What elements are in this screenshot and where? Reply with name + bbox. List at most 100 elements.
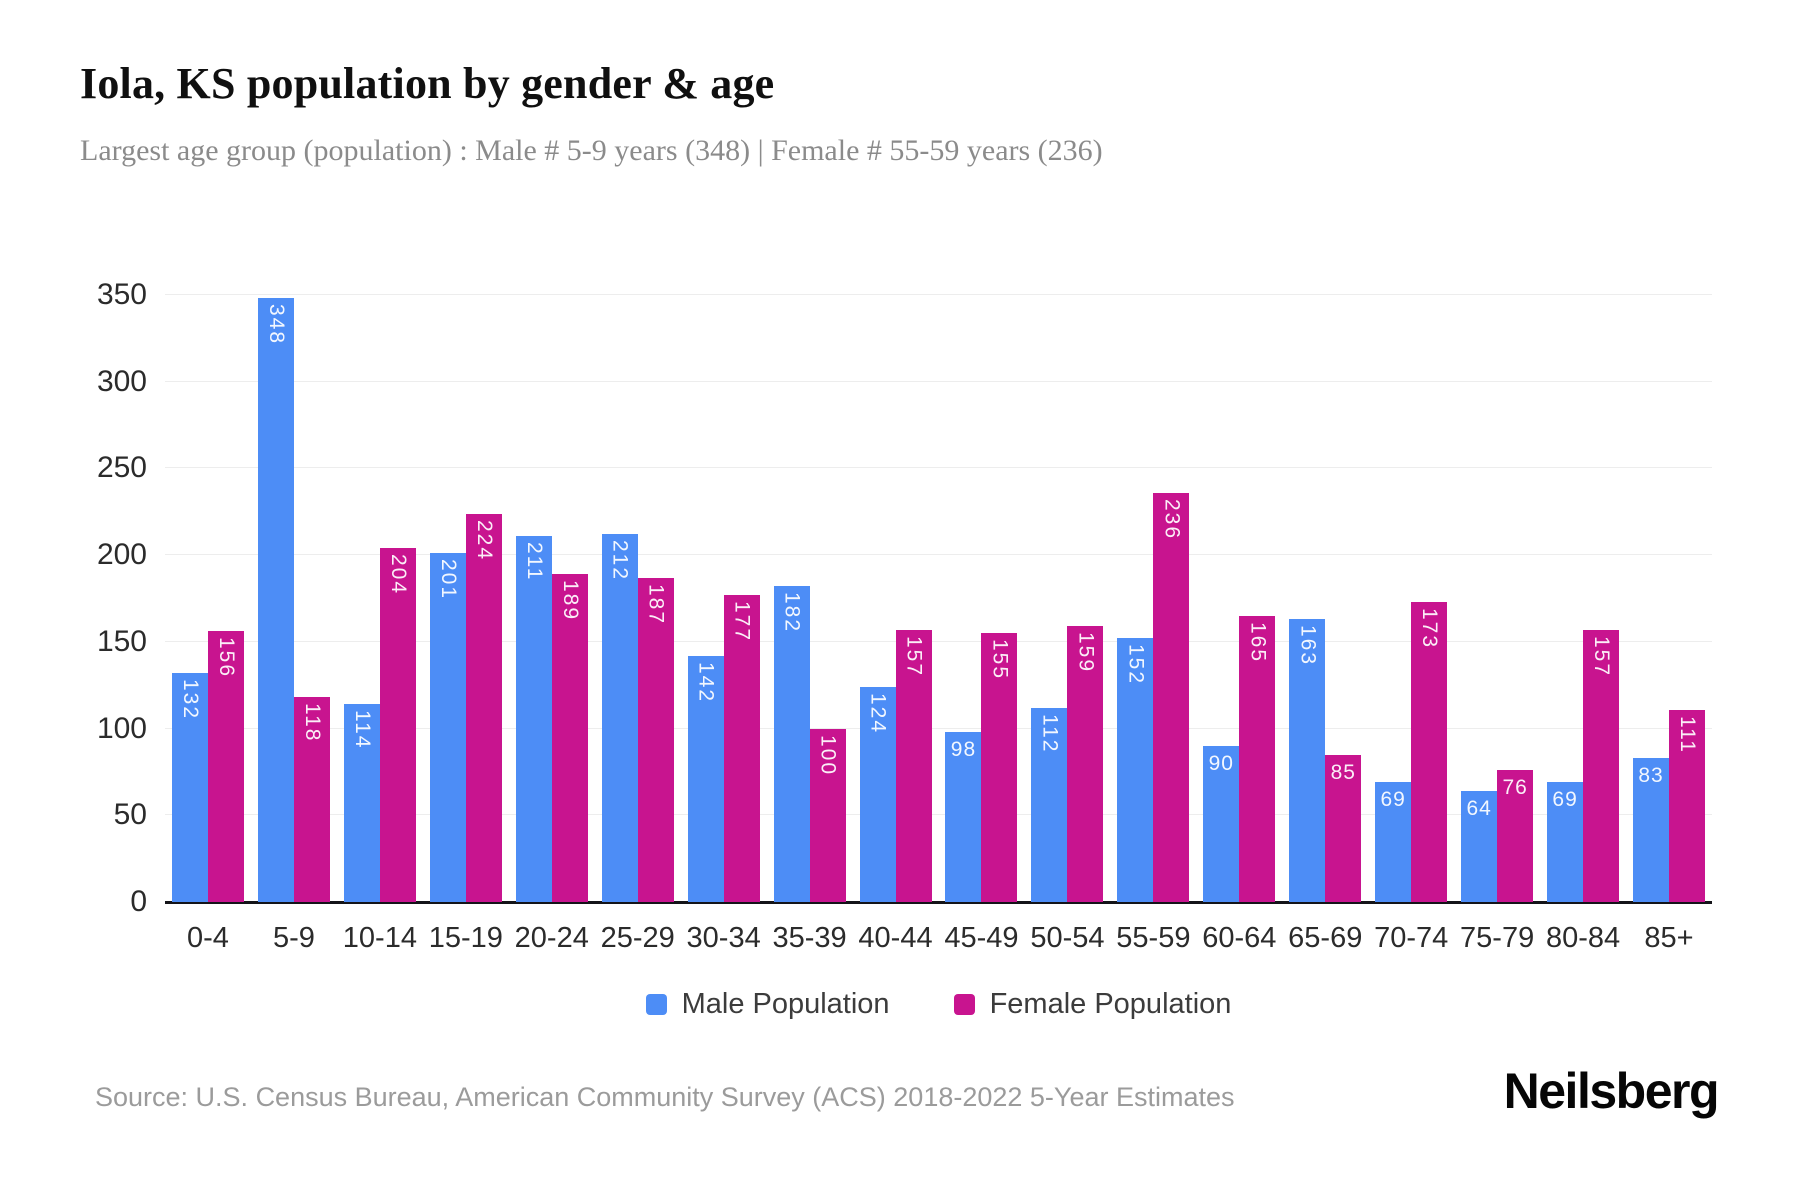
x-axis-tick-label: 45-49 — [944, 922, 1019, 954]
y-gridline — [165, 727, 1712, 729]
bar-group-35-39: 182 100 — [773, 295, 846, 902]
legend-item-male-population[interactable]: Male Population — [645, 988, 890, 1021]
bar-male-population-60-64[interactable]: 90 — [1203, 745, 1240, 902]
bar-value-label: 112 — [1038, 713, 1062, 754]
bar-group-55-59: 152 236 — [1117, 295, 1190, 902]
bar-value-label: 156 — [214, 637, 238, 679]
bar-female-population-45-49[interactable]: 155 — [981, 633, 1018, 902]
source-note: Source: U.S. Census Bureau, American Com… — [95, 1082, 1235, 1112]
y-gridline — [165, 294, 1712, 295]
bar-female-population-85+[interactable]: 111 — [1669, 709, 1706, 902]
bar-male-population-35-39[interactable]: 182 — [773, 586, 810, 902]
x-axis-tick-label: 80-84 — [1545, 922, 1621, 954]
bar-female-population-20-24[interactable]: 189 — [551, 574, 588, 902]
bar-value-label: 85 — [1330, 760, 1356, 784]
bar-female-population-5-9[interactable]: 118 — [293, 697, 330, 902]
x-axis-tick-label: 25-29 — [600, 922, 675, 954]
bar-male-population-50-54[interactable]: 112 — [1031, 707, 1068, 902]
bar-value-label: 98 — [950, 738, 977, 762]
bar-value-label: 348 — [264, 304, 288, 346]
y-axis-tick-label: 200 — [96, 538, 147, 572]
legend-swatch-icon — [645, 994, 667, 1015]
bar-female-population-30-34[interactable]: 177 — [723, 595, 760, 902]
bar-value-label: 155 — [988, 639, 1012, 681]
bar-group-85+: 83 111 — [1633, 295, 1706, 902]
bar-female-population-70-74[interactable]: 173 — [1411, 601, 1448, 902]
bar-male-population-80-84[interactable]: 69 — [1547, 782, 1584, 902]
x-axis-tick-label: 40-44 — [858, 922, 933, 954]
bar-male-population-65-69[interactable]: 163 — [1289, 619, 1326, 902]
bar-female-population-25-29[interactable]: 187 — [637, 577, 674, 902]
legend: Male Population Female Population — [165, 988, 1712, 1021]
bar-group-45-49: 98 155 — [945, 295, 1018, 902]
bar-male-population-40-44[interactable]: 124 — [859, 686, 896, 902]
y-gridline — [165, 814, 1712, 816]
bar-value-label: 165 — [1246, 621, 1270, 663]
x-axis-tick-label: 85+ — [1644, 922, 1694, 954]
bar-group-20-24: 211 189 — [515, 295, 588, 902]
bar-value-label: 173 — [1418, 607, 1442, 650]
bar-male-population-25-29[interactable]: 212 — [601, 534, 638, 902]
bar-male-population-0-4[interactable]: 132 — [171, 673, 208, 902]
bar-value-label: 64 — [1466, 797, 1492, 821]
bar-female-population-75-79[interactable]: 76 — [1497, 770, 1534, 902]
bar-group-30-34: 142 177 — [687, 295, 760, 902]
bar-group-80-84: 69 157 — [1547, 295, 1620, 902]
x-axis-tick-label: 5-9 — [272, 922, 315, 954]
bar-female-population-40-44[interactable]: 157 — [895, 629, 932, 902]
bar-female-population-60-64[interactable]: 165 — [1239, 615, 1276, 902]
legend-label: Male Population — [681, 988, 890, 1020]
bar-male-population-70-74[interactable]: 69 — [1375, 782, 1412, 902]
bar-female-population-10-14[interactable]: 204 — [379, 548, 416, 902]
bar-value-label: 157 — [902, 635, 926, 677]
bar-female-population-80-84[interactable]: 157 — [1583, 629, 1620, 902]
bar-female-population-65-69[interactable]: 85 — [1325, 754, 1362, 902]
bar-male-population-55-59[interactable]: 152 — [1117, 638, 1154, 902]
bar-value-label: 159 — [1074, 632, 1098, 674]
bar-male-population-30-34[interactable]: 142 — [687, 655, 724, 902]
x-axis-tick-label: 20-24 — [514, 922, 589, 954]
bar-value-label: 76 — [1502, 776, 1528, 800]
bar-male-population-10-14[interactable]: 114 — [343, 704, 380, 902]
y-gridline — [165, 467, 1712, 469]
y-axis-tick-label: 300 — [96, 364, 147, 398]
bar-value-label: 201 — [436, 559, 460, 601]
bar-value-label: 224 — [472, 519, 496, 561]
x-axis-tick-label: 70-74 — [1374, 922, 1449, 954]
bar-value-label: 69 — [1380, 788, 1406, 812]
bar-group-65-69: 163 85 — [1289, 295, 1362, 902]
x-axis-tick-label: 30-34 — [686, 922, 761, 954]
y-gridline — [165, 554, 1712, 556]
x-axis-tick-label: 0-4 — [187, 922, 229, 954]
bar-value-label: 157 — [1590, 635, 1614, 677]
bar-female-population-35-39[interactable]: 100 — [809, 728, 846, 902]
x-axis-tick-label: 35-39 — [772, 922, 847, 954]
bar-group-40-44: 124 157 — [859, 295, 932, 902]
bar-male-population-85+[interactable]: 83 — [1633, 758, 1670, 902]
bar-value-label: 100 — [816, 734, 840, 776]
bar-male-population-5-9[interactable]: 348 — [257, 298, 294, 902]
bar-female-population-50-54[interactable]: 159 — [1067, 626, 1104, 902]
bar-value-label: 69 — [1552, 788, 1578, 812]
bar-female-population-55-59[interactable]: 236 — [1153, 492, 1190, 902]
bar-value-label: 114 — [350, 710, 374, 750]
bar-value-label: 132 — [178, 679, 202, 721]
bar-value-label: 211 — [522, 542, 546, 582]
bar-male-population-75-79[interactable]: 64 — [1461, 791, 1498, 902]
y-axis-tick-label: 150 — [96, 624, 147, 658]
bar-male-population-20-24[interactable]: 211 — [515, 536, 552, 902]
bar-value-label: 163 — [1296, 625, 1320, 667]
bar-group-0-4: 132 156 — [171, 295, 244, 902]
y-axis-tick-label: 350 — [96, 278, 147, 311]
bar-value-label: 189 — [558, 580, 582, 622]
legend-item-female-population[interactable]: Female Population — [953, 988, 1232, 1021]
chart-title: Iola, KS population by gender & age — [80, 59, 775, 108]
bar-value-label: 187 — [644, 583, 668, 625]
bar-value-label: 124 — [866, 692, 890, 734]
bar-female-population-0-4[interactable]: 156 — [207, 631, 244, 902]
bar-male-population-15-19[interactable]: 201 — [429, 553, 466, 902]
bar-female-population-15-19[interactable]: 224 — [465, 513, 502, 902]
bar-male-population-45-49[interactable]: 98 — [945, 732, 982, 902]
legend-label: Female Population — [989, 988, 1232, 1020]
